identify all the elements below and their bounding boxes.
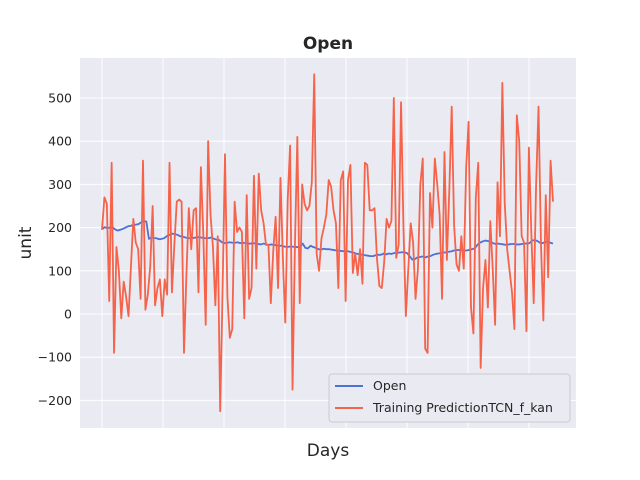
y-tick-label: −200 bbox=[38, 393, 72, 408]
series-line-open bbox=[101, 220, 554, 261]
y-tick-label: 100 bbox=[48, 263, 72, 278]
y-tick-label: 500 bbox=[48, 91, 72, 106]
y-tick-labels: −200 −100 0 100 200 300 400 500 bbox=[38, 91, 72, 408]
series-line-training-prediction bbox=[101, 73, 554, 413]
y-tick-label: 400 bbox=[48, 134, 72, 149]
y-tick-label: −100 bbox=[38, 350, 72, 365]
series-lines bbox=[101, 73, 554, 413]
legend-label-prediction: Training PredictionTCN_f_kan bbox=[372, 400, 553, 415]
chart-title: Open bbox=[303, 34, 353, 54]
legend-box bbox=[328, 373, 571, 423]
y-tick-label: 200 bbox=[48, 220, 72, 235]
x-axis-label: Days bbox=[307, 441, 350, 461]
y-tick-label: 0 bbox=[64, 307, 72, 322]
y-axis-label: unit bbox=[16, 226, 36, 259]
y-tick-label: 300 bbox=[48, 177, 72, 192]
legend-label-open: Open bbox=[373, 378, 406, 393]
legend: Open Training PredictionTCN_f_kan bbox=[328, 373, 571, 423]
